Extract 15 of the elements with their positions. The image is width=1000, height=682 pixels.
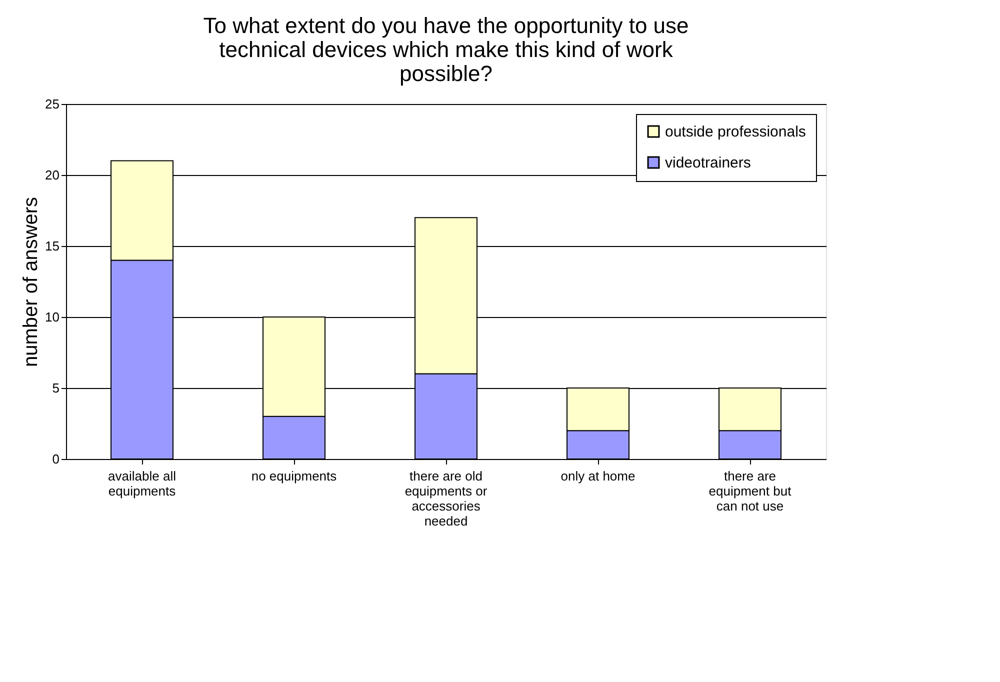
y-tick-label: 5 — [52, 380, 60, 396]
x-tick-label: no equipments — [251, 468, 338, 484]
y-tick-label: 25 — [45, 96, 60, 112]
chart-title: To what extent do you have the opportunity to use technical devices which make this kind of work possible? — [203, 13, 689, 86]
x-tick-label: there are equipment but can not use — [708, 468, 792, 514]
x-tick-label: there are old equipments or accessories needed — [404, 468, 488, 528]
y-tick-label: 20 — [45, 168, 60, 182]
y-axis-title: number of answers — [20, 196, 42, 368]
y-tick-label: 15 — [45, 238, 60, 254]
x-tick-label: available all equipments — [108, 468, 176, 498]
legend-label: outside professionals — [665, 124, 806, 140]
y-tick-label: 0 — [52, 452, 60, 466]
legend-label: videotrainers — [665, 154, 751, 172]
y-tick-label: 10 — [45, 310, 60, 324]
x-tick-label: only at home — [560, 468, 636, 484]
